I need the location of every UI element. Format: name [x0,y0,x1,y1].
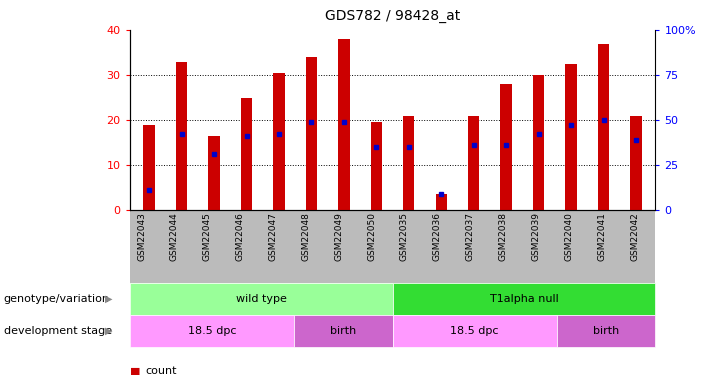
Text: 18.5 dpc: 18.5 dpc [188,326,236,336]
Text: 18.5 dpc: 18.5 dpc [451,326,499,336]
Bar [533,75,544,210]
Bar [468,116,479,210]
Text: T1alpha null: T1alpha null [489,294,559,304]
Bar [338,39,350,210]
Text: GSM22048: GSM22048 [301,212,311,261]
Text: ■: ■ [130,366,140,375]
Bar [501,84,512,210]
Bar [176,62,187,210]
Bar [403,116,414,210]
Bar [144,124,155,210]
Text: GSM22045: GSM22045 [203,212,212,261]
Text: GSM22040: GSM22040 [564,212,573,261]
Text: GSM22047: GSM22047 [268,212,278,261]
Text: GSM22049: GSM22049 [334,212,343,261]
Bar [630,116,641,210]
Text: GSM22038: GSM22038 [498,212,508,261]
Bar [273,73,285,210]
Bar [371,122,382,210]
Bar [306,57,317,210]
Text: ▶: ▶ [105,294,112,304]
Text: genotype/variation: genotype/variation [4,294,109,304]
Bar [566,64,577,210]
Text: GSM22042: GSM22042 [630,212,639,261]
Text: GSM22037: GSM22037 [465,212,475,261]
Bar [208,136,219,210]
Text: GSM22036: GSM22036 [433,212,442,261]
Text: GSM22039: GSM22039 [531,212,540,261]
Text: wild type: wild type [236,294,287,304]
Text: development stage: development stage [4,326,111,336]
Text: GSM22050: GSM22050 [367,212,376,261]
Text: count: count [145,366,177,375]
Text: GSM22043: GSM22043 [137,212,146,261]
Bar [241,98,252,210]
Text: GSM22044: GSM22044 [170,212,179,261]
Text: GSM22035: GSM22035 [400,212,409,261]
Bar [598,44,609,210]
Text: birth: birth [593,326,619,336]
Text: birth: birth [330,326,356,336]
Text: GSM22041: GSM22041 [597,212,606,261]
Text: GDS782 / 98428_at: GDS782 / 98428_at [325,9,460,23]
Text: ▶: ▶ [105,326,112,336]
Bar [435,194,447,210]
Text: GSM22046: GSM22046 [236,212,245,261]
